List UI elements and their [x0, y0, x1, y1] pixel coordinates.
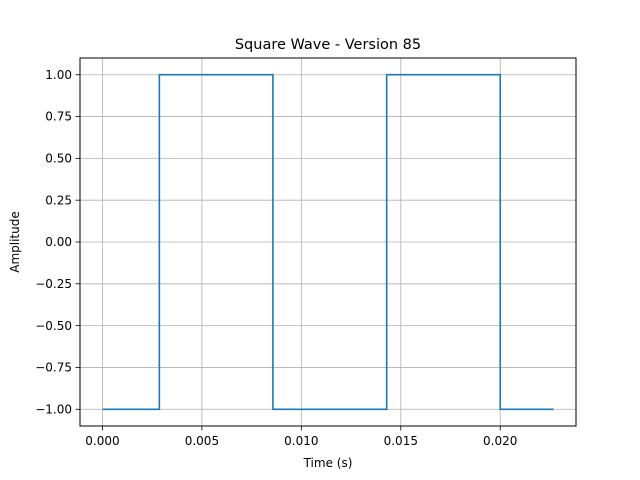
y-tick-label: −0.25: [35, 277, 72, 291]
x-tick-label: 0.005: [185, 434, 219, 448]
x-tick-label: 0.020: [483, 434, 517, 448]
x-tick-label: 0.015: [384, 434, 418, 448]
y-tick-label: 0.75: [45, 110, 72, 124]
y-tick-label: 0.25: [45, 193, 72, 207]
series-line-square-wave: [102, 73, 554, 411]
y-tick-label: 0.00: [45, 235, 72, 249]
chart-title: Square Wave - Version 85: [235, 37, 421, 53]
y-tick-label: 0.50: [45, 152, 72, 166]
y-axis-ticks: 1.00 0.75 0.50 0.25 0.00 −0.25 −0.50 −0.75 −1.00: [35, 68, 80, 416]
series-layer: [102, 73, 554, 411]
y-axis-label: Amplitude: [8, 211, 22, 273]
y-tick-label: −0.75: [35, 361, 72, 375]
x-tick-label: 0.010: [284, 434, 318, 448]
y-tick-label: −0.50: [35, 319, 72, 333]
x-axis-ticks: 0.000 0.005 0.010 0.015 0.020: [85, 426, 517, 448]
x-tick-label: 0.000: [85, 434, 119, 448]
y-tick-label: −1.00: [35, 402, 72, 416]
y-tick-label: 1.00: [45, 68, 72, 82]
x-axis-label: Time (s): [303, 456, 353, 470]
